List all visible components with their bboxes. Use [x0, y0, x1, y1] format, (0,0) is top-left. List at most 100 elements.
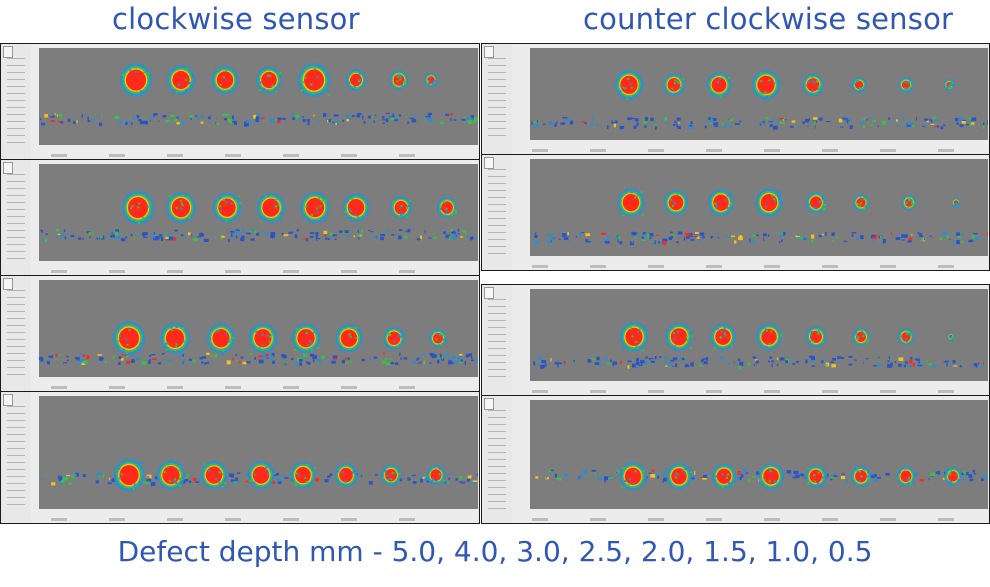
ruler-tick [7, 406, 25, 407]
noise-speck [60, 121, 64, 124]
noise-speck [357, 233, 361, 237]
defect-speck [672, 205, 674, 207]
defect-speck [305, 331, 308, 334]
defect-speck [126, 351, 128, 354]
defect-indication-3 [212, 192, 242, 223]
noise-speck [131, 359, 135, 363]
noise-speck [911, 234, 913, 236]
noise-speck [460, 236, 464, 238]
noise-speck [148, 360, 151, 364]
noise-speck [369, 357, 371, 361]
noise-speck [739, 361, 744, 366]
noise-speck [972, 469, 975, 473]
noise-speck [581, 121, 586, 123]
noise-speck [862, 118, 868, 120]
defect-speck [629, 83, 632, 85]
clockwise-scan-panel-2 [0, 159, 480, 276]
defect-speck [907, 482, 910, 485]
noise-speck [562, 362, 564, 365]
noise-speck [635, 361, 640, 365]
defect-speck [189, 83, 192, 86]
noise-speck [423, 362, 425, 364]
noise-speck [235, 477, 238, 481]
noise-speck [709, 118, 713, 123]
noise-speck [189, 114, 193, 118]
defect-indication-1 [619, 462, 647, 491]
noise-speck [584, 122, 587, 124]
noise-speck [63, 229, 66, 232]
defect-speck [309, 340, 312, 343]
noise-speck [779, 357, 785, 361]
noise-speck [96, 237, 99, 240]
noise-speck [66, 359, 69, 362]
defect-speck [170, 329, 173, 331]
ruler-tick [488, 93, 506, 94]
noise-speck [912, 363, 915, 367]
noise-speck [445, 234, 451, 239]
ruler-tick [488, 508, 506, 509]
noise-speck [569, 120, 574, 125]
defect-speck [821, 476, 824, 479]
noise-speck [468, 353, 473, 357]
scan-signal-map [40, 190, 477, 243]
noise-speck [821, 360, 824, 364]
defect-speck [715, 204, 718, 207]
noise-speck [662, 470, 667, 474]
noise-speck [291, 357, 294, 361]
noise-speck [604, 479, 606, 483]
noise-speck [258, 118, 261, 121]
noise-speck [360, 475, 363, 477]
noise-speck [573, 359, 575, 362]
defect-speck [630, 86, 633, 89]
noise-speck [956, 122, 959, 125]
defect-speck [672, 332, 675, 335]
noise-speck [961, 120, 966, 124]
defect-speck [451, 213, 454, 216]
noise-speck [667, 124, 669, 127]
noise-speck [898, 357, 904, 361]
defect-speck [385, 343, 388, 346]
noise-speck [474, 117, 478, 122]
noise-speck [703, 474, 708, 479]
noise-speck [246, 120, 248, 122]
noise-speck [665, 365, 668, 367]
defect-speck [228, 338, 231, 341]
noise-speck [230, 358, 234, 360]
scale-label-mark [706, 390, 722, 393]
noise-speck [462, 230, 467, 233]
noise-speck [465, 353, 469, 358]
noise-speck [306, 238, 309, 242]
noise-speck [199, 357, 203, 360]
defect-speck [817, 482, 819, 485]
noise-speck [881, 120, 886, 125]
defect-indication-8 [429, 328, 447, 348]
noise-speck [443, 231, 447, 234]
defect-speck [188, 82, 191, 84]
defect-indication-3 [200, 460, 228, 490]
ruler-tick [7, 367, 25, 368]
noise-speck [115, 229, 120, 233]
noise-speck [650, 237, 652, 239]
defect-speck [180, 200, 183, 203]
defect-speck [225, 332, 228, 335]
noise-speck [563, 364, 566, 367]
defect-speck [690, 346, 693, 349]
defect-speck [352, 470, 355, 472]
scale-label-mark [341, 518, 357, 521]
noise-speck [240, 237, 245, 242]
defect-speck [310, 343, 313, 346]
noise-speck [374, 114, 377, 117]
noise-speck [667, 362, 672, 366]
noise-speck [568, 239, 571, 242]
noise-speck [582, 469, 588, 474]
noise-speck [362, 115, 364, 120]
noise-speck [796, 360, 799, 363]
defect-speck [727, 89, 730, 92]
noise-speck [672, 365, 674, 367]
scale-label-mark [822, 265, 838, 268]
defect-speck [858, 470, 861, 473]
noise-speck [230, 231, 235, 233]
noise-speck [823, 357, 825, 361]
noise-speck [272, 474, 278, 476]
defect-depth-caption: Defect depth mm - 5.0, 4.0, 3.0, 2.5, 2.… [117, 535, 873, 568]
